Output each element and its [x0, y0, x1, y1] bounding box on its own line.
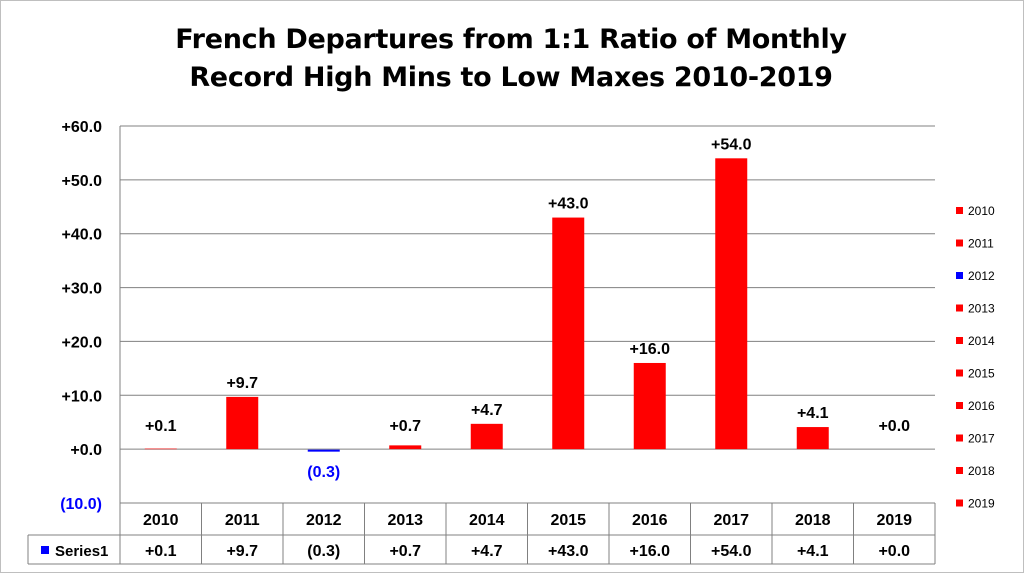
- legend-label: 2014: [968, 334, 995, 348]
- legend-label: 2011: [968, 237, 994, 251]
- bar: [552, 217, 585, 450]
- legend-marker: [956, 402, 963, 409]
- data-label: +54.0: [711, 136, 752, 153]
- legend-label: 2012: [968, 269, 995, 283]
- table-value-cell: +0.7: [389, 543, 421, 560]
- y-tick-label: +20.0: [62, 334, 103, 351]
- chart-title-line1: French Departures from 1:1 Ratio of Mont…: [175, 24, 847, 55]
- data-label: +16.0: [630, 341, 671, 358]
- table-header-cell: 2011: [225, 512, 260, 529]
- table-value-cell: +4.7: [471, 543, 503, 560]
- table-header-cell: 2019: [876, 512, 912, 529]
- table-value-cell: +0.0: [878, 543, 910, 560]
- legend-marker: [956, 337, 963, 344]
- chart-title-line2: Record High Mins to Low Maxes 2010-2019: [189, 62, 833, 93]
- legend-label: 2010: [968, 204, 995, 218]
- table-header-cell: 2014: [469, 512, 505, 529]
- bar: [796, 427, 829, 450]
- table-value-cell: +54.0: [711, 543, 752, 560]
- legend-marker: [956, 272, 963, 279]
- bar: [389, 445, 422, 450]
- y-tick-label: (10.0): [60, 496, 102, 513]
- series-name-label: Series1: [55, 543, 108, 560]
- data-label: +43.0: [548, 196, 589, 213]
- bar: [307, 449, 340, 452]
- legend-label: 2015: [968, 367, 995, 381]
- bar: [144, 448, 177, 450]
- bar: [633, 362, 666, 450]
- table-header-cell: 2010: [143, 512, 179, 529]
- y-tick-label: +30.0: [62, 281, 103, 298]
- legend-marker: [956, 434, 963, 442]
- data-label: (0.3): [307, 464, 340, 481]
- bar: [470, 423, 503, 450]
- table-header-cell: 2016: [632, 512, 668, 529]
- y-tick-label: +40.0: [62, 227, 103, 244]
- data-label: +4.7: [471, 402, 503, 419]
- legend-marker: [956, 304, 963, 312]
- legend-label: 2013: [968, 302, 995, 316]
- legend-marker: [956, 499, 963, 507]
- table-value-cell: +9.7: [226, 543, 258, 560]
- table-header-cell: 2017: [713, 512, 749, 529]
- data-label: +4.1: [797, 405, 829, 422]
- y-tick-label: +60.0: [62, 119, 103, 136]
- table-header-cell: 2018: [795, 512, 831, 529]
- data-label: +0.7: [389, 418, 421, 435]
- legend-label: 2019: [968, 497, 995, 511]
- legend-label: 2016: [968, 399, 995, 413]
- data-label: +0.1: [145, 418, 177, 435]
- table-value-cell: (0.3): [307, 543, 340, 560]
- table-value-cell: +16.0: [630, 543, 671, 560]
- y-tick-label: +0.0: [70, 442, 102, 459]
- bar: [715, 158, 748, 450]
- legend-marker: [956, 369, 963, 377]
- data-label: +0.0: [878, 418, 910, 435]
- table-header-cell: 2015: [550, 512, 586, 529]
- y-tick-label: +10.0: [62, 388, 103, 405]
- legend-marker: [956, 467, 963, 474]
- legend-marker: [956, 239, 963, 247]
- legend-marker: [956, 207, 963, 214]
- table-header-cell: 2012: [306, 512, 342, 529]
- y-tick-label: +50.0: [62, 173, 103, 190]
- table-value-cell: +0.1: [145, 543, 177, 560]
- chart-title: French Departures from 1:1 Ratio of Mont…: [101, 21, 921, 97]
- legend-label: 2018: [968, 464, 995, 478]
- table-header-cell: 2013: [387, 512, 423, 529]
- table-value-cell: +4.1: [797, 543, 829, 560]
- table-value-cell: +43.0: [548, 543, 589, 560]
- data-label: +9.7: [226, 375, 258, 392]
- legend-label: 2017: [968, 432, 995, 446]
- series-legend-key: [41, 546, 49, 554]
- bar: [226, 396, 259, 450]
